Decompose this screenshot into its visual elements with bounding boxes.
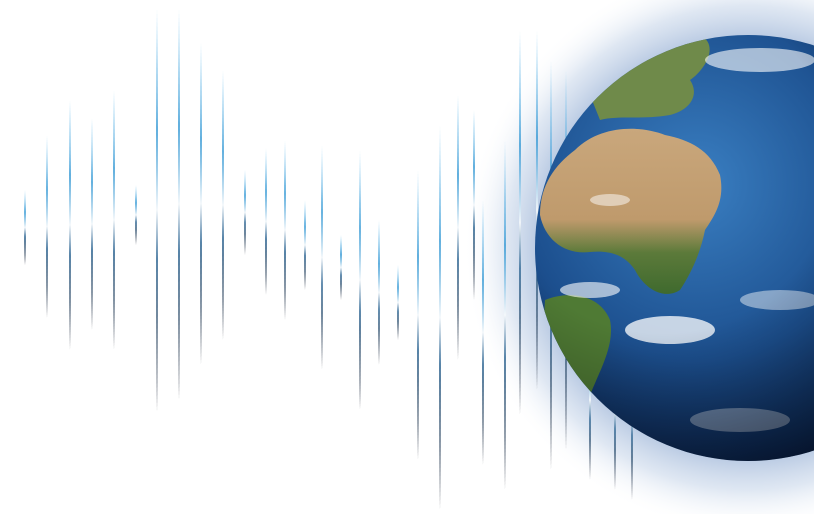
wave-spike (178, 8, 180, 400)
wave-spike (417, 170, 419, 460)
wave-spike (439, 125, 441, 510)
wave-spike (222, 70, 224, 340)
wave-spike (91, 118, 93, 330)
globe (535, 35, 814, 461)
wave-spike (340, 235, 342, 300)
wave-spike (244, 170, 246, 255)
wave-spike (113, 90, 115, 350)
wave-spike (69, 100, 71, 350)
wave-spike (473, 110, 475, 300)
wave-spike (482, 200, 484, 465)
wave-spike (397, 265, 399, 340)
wave-spike (46, 135, 48, 318)
wave-spike (265, 148, 267, 295)
wave-spike (536, 30, 538, 390)
wave-spike (284, 140, 286, 320)
wave-spike (200, 42, 202, 365)
wave-spike (519, 30, 521, 415)
wave-spike (504, 140, 506, 490)
wave-spike (321, 145, 323, 370)
wave-spike (359, 150, 361, 410)
wave-spike (24, 190, 26, 265)
globe-shade (535, 35, 814, 461)
wave-spike (304, 200, 306, 290)
wave-spike (156, 8, 158, 412)
wave-spike (135, 185, 137, 245)
wave-spike (457, 95, 459, 360)
wave-spike (378, 220, 380, 365)
